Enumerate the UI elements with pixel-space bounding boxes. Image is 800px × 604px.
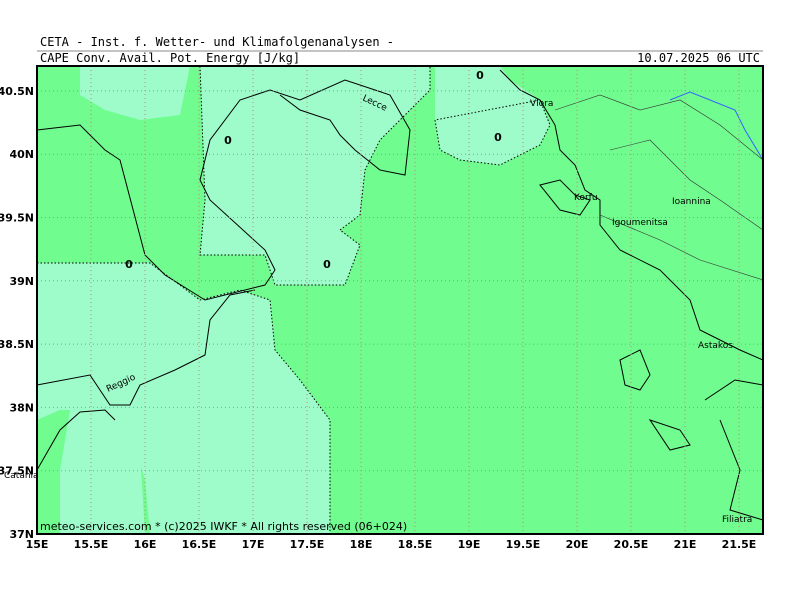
place-label: Igoumenitsa (612, 218, 668, 228)
lat-tick-label: 38.5N (0, 338, 34, 351)
lat-tick-label: 40.5N (0, 85, 34, 98)
cape-region (60, 405, 145, 534)
place-label: Ioannina (672, 197, 711, 207)
parameter: CAPE Conv. Avail. Pot. Energy [J/kg] (40, 51, 300, 65)
cape-region (80, 66, 190, 120)
lon-tick-label: 18E (350, 538, 373, 551)
datetime: 10.07.2025 06 UTC (637, 51, 760, 65)
header-title: CETA - Inst. f. Wetter- und Klimafolgena… (40, 35, 394, 49)
lon-tick-label: 18.5E (398, 538, 433, 551)
lat-tick-label: 39.5N (0, 212, 34, 225)
lon-tick-label: 17.5E (290, 538, 325, 551)
contour-label: 0 (494, 131, 502, 144)
lon-tick-label: 16.5E (182, 538, 217, 551)
footer: meteo-services.com * (c)2025 IWKF * All … (40, 520, 407, 533)
river (669, 91, 763, 161)
cape-region (200, 66, 430, 285)
lat-tick-label: 40N (9, 148, 34, 161)
lon-tick-label: 19E (458, 538, 481, 551)
lon-tick-label: 15.5E (74, 538, 109, 551)
lat-tick-label: 38N (9, 401, 34, 414)
graticule (37, 66, 763, 534)
lon-tick-label: 17E (242, 538, 265, 551)
lat-tick-label: 39N (9, 275, 34, 288)
lon-tick-label: 20E (566, 538, 589, 551)
lon-tick-label: 19.5E (506, 538, 541, 551)
place-label: Astakos (698, 341, 733, 351)
coastline (37, 79, 411, 301)
lon-tick-label: 20.5E (614, 538, 649, 551)
place-label: Korfu (574, 193, 598, 203)
coastline (37, 409, 116, 471)
place-label: Catania (4, 471, 39, 481)
map-frame (36, 65, 764, 535)
contour-label: 0 (323, 258, 331, 271)
contour-label: 0 (224, 134, 232, 147)
contour-label: 0 (125, 258, 133, 271)
border (554, 94, 763, 281)
lon-tick-label: 16E (134, 538, 157, 551)
lon-tick-label: 21.5E (722, 538, 757, 551)
lon-tick-label: 15E (26, 538, 49, 551)
place-label: Filiatra (722, 515, 752, 525)
lat-tick-label: 37N (9, 528, 34, 541)
contour-label: 0 (476, 69, 484, 82)
lon-tick-label: 21E (674, 538, 697, 551)
map-field (37, 66, 763, 534)
contour (37, 66, 551, 534)
lat-tick-label: 37.5N (0, 465, 34, 478)
cape-region (37, 263, 330, 534)
coastline (499, 69, 763, 521)
coastline (37, 289, 256, 406)
place-label: Vlora (530, 99, 553, 109)
